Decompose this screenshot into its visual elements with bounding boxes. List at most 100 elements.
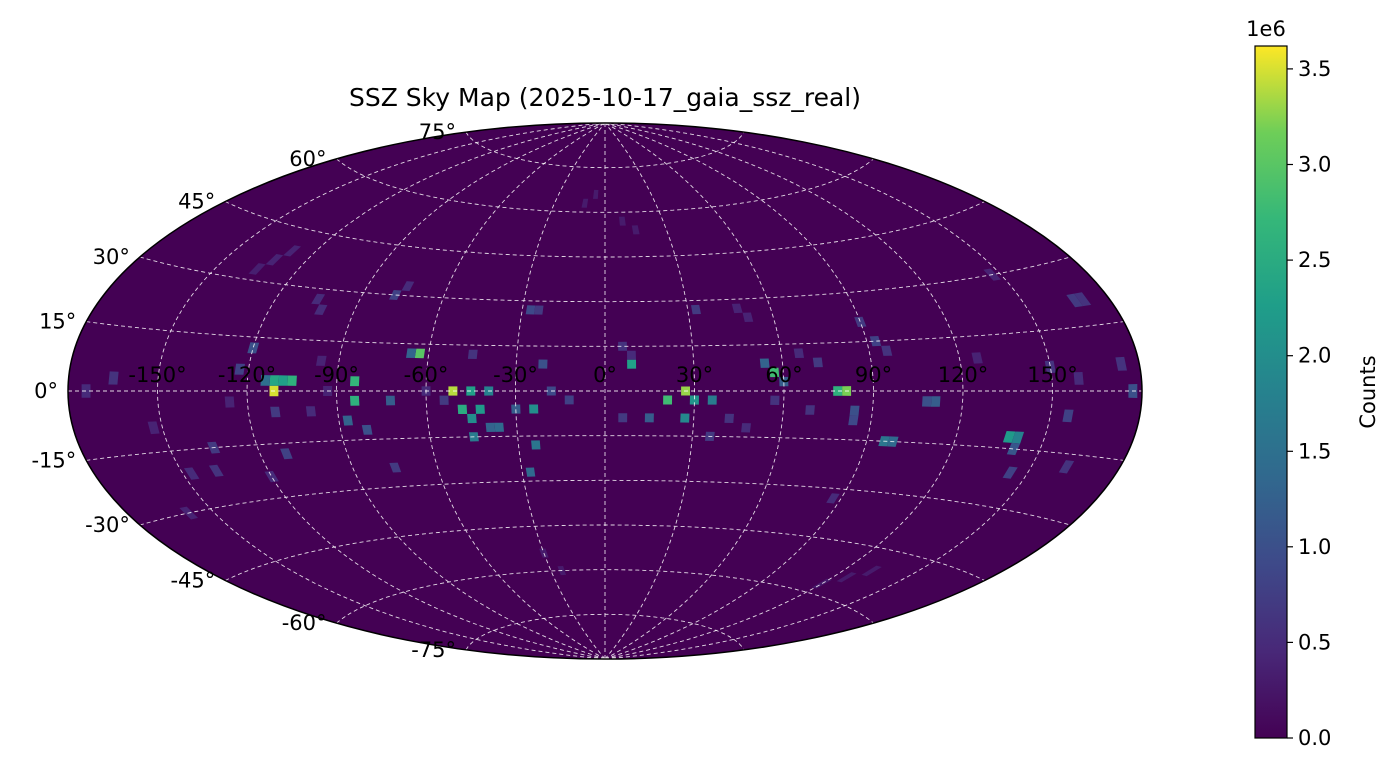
heatmap-cell xyxy=(689,395,699,405)
heatmap-cell xyxy=(280,448,293,460)
heatmap-cell xyxy=(457,404,468,414)
heatmap-cell xyxy=(485,422,496,432)
heatmap-cell xyxy=(529,404,539,414)
heatmap-cell xyxy=(269,375,280,386)
colorbar-tick-label: 3.5 xyxy=(1298,57,1331,81)
heatmap-cell xyxy=(525,467,536,477)
heatmap-cell xyxy=(147,421,160,435)
heatmap-cell xyxy=(848,415,859,426)
lon-tick-label: 0° xyxy=(593,363,617,387)
lat-tick-label: 15° xyxy=(39,310,76,334)
heatmap-cell xyxy=(467,349,478,359)
heatmap-cell xyxy=(361,424,373,435)
colorbar-tick-label: 2.5 xyxy=(1298,248,1331,272)
heatmap-cell xyxy=(742,312,754,322)
heatmap-cell xyxy=(619,216,626,226)
heatmap-cell xyxy=(224,396,235,408)
lat-tick-label: -30° xyxy=(85,513,130,537)
colorbar-offset-text: 1e6 xyxy=(1246,17,1286,41)
lon-tick-label: -90° xyxy=(314,363,359,387)
heatmap-cell xyxy=(316,355,327,366)
lat-tick-label: 75° xyxy=(419,120,456,144)
heatmap-cell xyxy=(439,395,449,405)
parallel-line xyxy=(139,256,1071,303)
parallel-line xyxy=(225,201,985,258)
heatmap-cell xyxy=(663,395,673,405)
heatmap-cell xyxy=(1058,460,1075,474)
parallel-line xyxy=(465,613,745,651)
heatmap-cell xyxy=(593,189,599,199)
heatmap-cell xyxy=(836,572,857,583)
heatmap-cell xyxy=(826,493,840,504)
heatmap-cell xyxy=(869,336,882,347)
heatmap-cell xyxy=(467,413,477,424)
heatmap-cell xyxy=(618,413,628,423)
heatmap-cell xyxy=(534,305,544,315)
colorbar-tick-label: 0.0 xyxy=(1298,726,1331,750)
parallel-line xyxy=(86,435,1124,461)
lat-tick-label: 60° xyxy=(289,147,326,171)
heatmap-cell xyxy=(525,305,536,315)
meridian-line xyxy=(604,123,964,659)
heatmap-cell xyxy=(724,413,734,423)
map-outline xyxy=(67,122,1143,660)
heatmap-cell xyxy=(81,384,91,398)
heatmap-cell xyxy=(741,423,751,433)
heatmap-cell xyxy=(1002,431,1016,443)
meridian-line xyxy=(157,123,606,659)
heatmap-cell xyxy=(793,348,804,358)
heatmap-cell xyxy=(265,254,284,266)
heatmap-cell xyxy=(564,395,574,405)
meridian-line xyxy=(515,123,606,659)
heatmap-cell xyxy=(861,565,882,577)
heatmap-cell xyxy=(627,359,637,369)
heatmap-cell xyxy=(581,198,589,208)
parallel-line xyxy=(225,524,985,581)
heatmap-cell xyxy=(1044,360,1056,373)
lat-tick-label: 0° xyxy=(34,379,58,403)
heatmap-cell xyxy=(350,376,360,387)
lon-tick-label: -30° xyxy=(493,363,538,387)
lat-tick-label: 45° xyxy=(178,190,215,214)
heatmap-cell xyxy=(389,462,402,473)
heatmap-cell xyxy=(759,358,770,368)
heatmap-cell xyxy=(631,225,640,235)
parallel-line xyxy=(465,131,745,169)
colorbar-tick-label: 0.5 xyxy=(1298,630,1331,654)
heatmap-cell xyxy=(314,304,328,315)
lon-tick-label: -120° xyxy=(218,363,276,387)
heatmap-cell xyxy=(805,405,815,415)
heatmap-cell xyxy=(305,406,316,417)
heatmap-cell xyxy=(691,304,701,315)
heatmap-cell xyxy=(1066,293,1084,308)
heatmap-cell xyxy=(448,386,458,396)
heatmap-cell xyxy=(1006,442,1021,456)
heatmap-cell xyxy=(342,415,353,426)
heatmap-cell xyxy=(264,470,279,483)
parallel-line xyxy=(139,479,1071,526)
heatmap-cell xyxy=(770,395,780,405)
heatmap-cell xyxy=(389,290,402,300)
heatmap-cell xyxy=(350,395,360,406)
heatmap-cell xyxy=(922,396,932,407)
heatmap-cell xyxy=(1062,409,1074,423)
heatmap-cell xyxy=(311,293,326,305)
heatmap-cell xyxy=(971,352,983,364)
lon-tick-label: 150° xyxy=(1027,363,1078,387)
heatmap-cell xyxy=(769,367,780,378)
heatmap-cell xyxy=(707,395,717,405)
heatmap-cell xyxy=(385,395,396,406)
heatmap-cell xyxy=(731,303,743,314)
colorbar-tick-label: 1.5 xyxy=(1298,439,1331,463)
lat-tick-label: 30° xyxy=(93,245,130,269)
heatmap-cell xyxy=(812,357,823,368)
heatmap-cell xyxy=(283,245,301,257)
heatmap-cell xyxy=(401,281,415,292)
heatmap-cell xyxy=(414,348,426,359)
colorbar-ticks: 0.0 0.5 1.0 1.5 2.0 2.5 3.0 3.5 xyxy=(1287,57,1331,750)
heatmap-cell xyxy=(475,404,485,414)
lat-tick-label: -45° xyxy=(170,569,215,593)
colorbar-tick-label: 3.0 xyxy=(1298,153,1331,177)
heatmap-cell xyxy=(1011,431,1025,444)
graticule xyxy=(68,123,1142,659)
